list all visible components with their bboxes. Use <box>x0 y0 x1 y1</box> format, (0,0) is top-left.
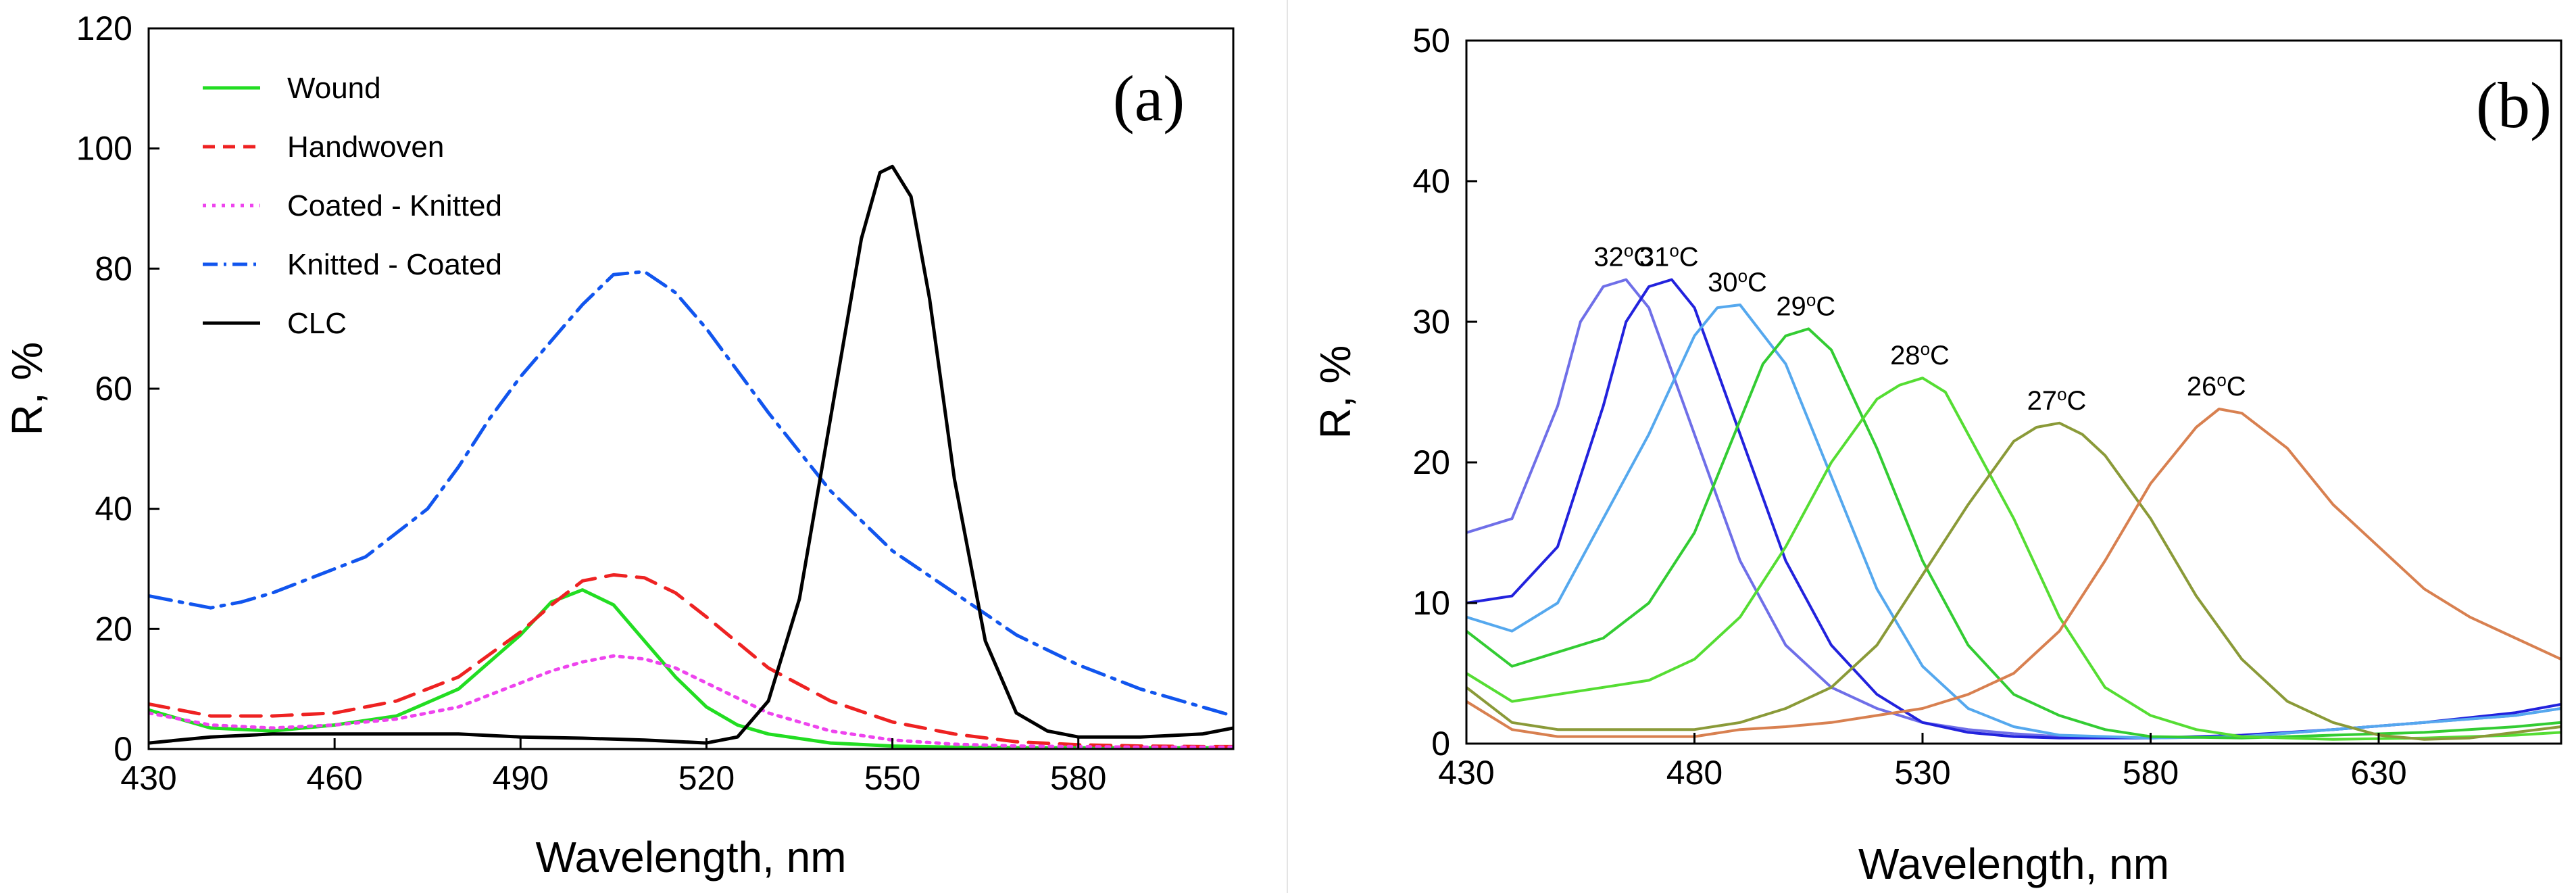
series-line-5 <box>149 164 1233 745</box>
plot-area <box>149 164 1233 749</box>
y-tick-label: 120 <box>76 9 132 47</box>
series-line-1 <box>149 588 1233 749</box>
y-tick-label: 50 <box>1412 22 1450 59</box>
panel-a-chart: 430 460 490 520 550 580 0 20 40 60 80 100 120 Wavelen… <box>3 9 1235 882</box>
temperature-label: 31oC <box>1639 241 1699 272</box>
x-tick-label: 520 <box>678 759 735 797</box>
legend-label: Handwoven <box>287 130 444 164</box>
x-tick-label: 460 <box>306 759 362 797</box>
x-tick-label: 430 <box>1438 754 1494 792</box>
x-tick-label: 580 <box>2123 754 2179 792</box>
series-line-6 <box>1466 421 2561 741</box>
series-line-7 <box>1466 408 2561 738</box>
x-axis-label: Wavelength, nm <box>1858 840 2169 888</box>
y-tick-label: 0 <box>1431 725 1450 763</box>
y-tick-label: 20 <box>95 610 132 648</box>
y-tick-label: 20 <box>1412 443 1450 481</box>
x-tick-label: 430 <box>120 759 176 797</box>
y-axis-label: R, % <box>1311 345 1360 439</box>
temperature-label: 27oC <box>2027 384 2087 416</box>
panel-label: (a) <box>1113 62 1185 135</box>
plot-area <box>1466 278 2561 741</box>
y-tick-label: 30 <box>1412 303 1450 341</box>
y-tick-label: 40 <box>95 490 132 528</box>
series-line-2 <box>149 573 1233 748</box>
series-line-5 <box>1466 377 2561 741</box>
legend-label: Knitted - Coated <box>287 248 502 281</box>
series-line-3 <box>149 654 1233 749</box>
x-tick-label: 630 <box>2350 754 2406 792</box>
y-axis-label: R, % <box>3 342 51 436</box>
x-tick-label: 480 <box>1666 754 1723 792</box>
temperature-label: 26oC <box>2187 370 2246 402</box>
x-tick-label: 490 <box>493 759 549 797</box>
temperature-label: 29oC <box>1776 289 1835 321</box>
x-axis-label: Wavelength, nm <box>535 833 846 882</box>
temperature-label: 30oC <box>1708 266 1767 297</box>
x-tick-label: 550 <box>864 759 920 797</box>
legend-label: Coated - Knitted <box>287 189 502 222</box>
series-line-4 <box>149 270 1233 718</box>
plot-frame <box>1465 39 2562 745</box>
x-tick-label: 530 <box>1894 754 1950 792</box>
series-line-3 <box>1466 304 2561 740</box>
temperature-label: 32oC <box>1593 241 1653 272</box>
y-tick-label: 100 <box>76 130 132 168</box>
y-tick-label: 60 <box>95 370 132 408</box>
panel-b-chart: 430 480 530 580 630 0 10 20 30 40 50 Wavelength, nm… <box>1311 22 2562 888</box>
y-tick-label: 0 <box>114 730 132 768</box>
y-tick-label: 40 <box>1412 162 1450 200</box>
y-tick-label: 10 <box>1412 584 1450 622</box>
legend-label: CLC <box>287 307 347 340</box>
legend-label: Wound <box>287 72 381 105</box>
x-tick-label: 580 <box>1050 759 1106 797</box>
legend: Wound Handwoven Coated - Knitted Knitted - … <box>203 72 502 340</box>
panel-label: (b) <box>2476 69 2552 141</box>
temperature-label: 28oC <box>1890 339 1950 370</box>
y-tick-label: 80 <box>95 249 132 287</box>
